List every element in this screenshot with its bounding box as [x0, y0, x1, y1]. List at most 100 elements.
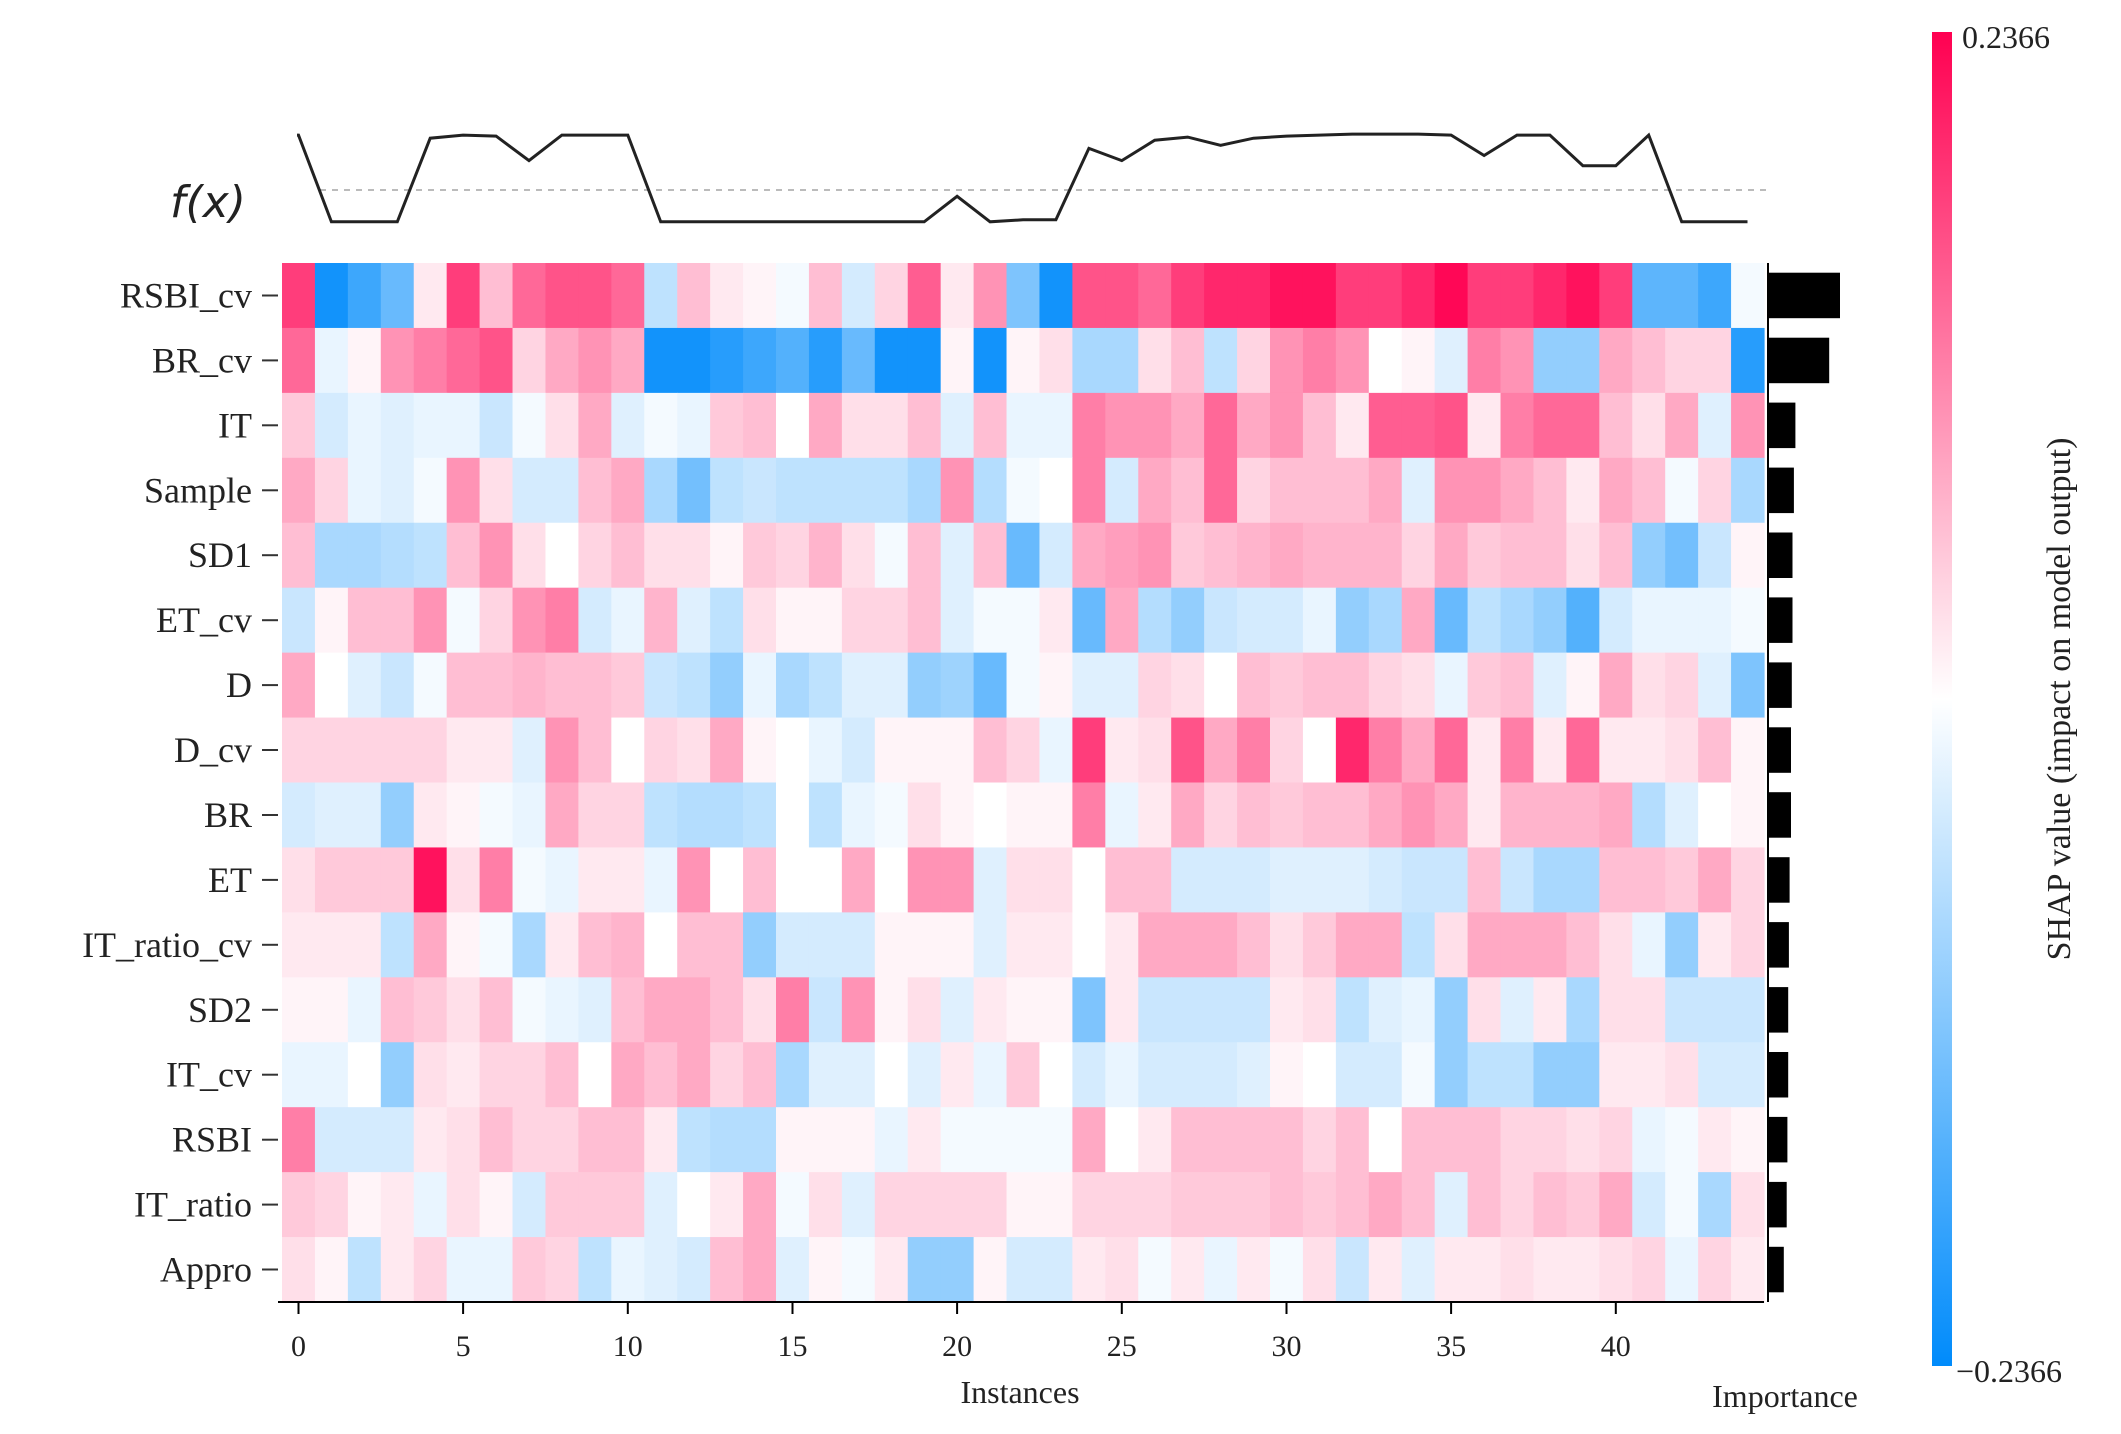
heatmap-cell — [1302, 263, 1337, 329]
heatmap-cell — [413, 1237, 448, 1303]
heatmap-cell — [282, 1107, 316, 1173]
heatmap-cell — [1632, 1172, 1666, 1238]
heatmap-cell — [1039, 1237, 1073, 1303]
heatmap-cell — [940, 522, 975, 589]
heatmap-cell — [347, 652, 382, 719]
heatmap-cell — [578, 1107, 612, 1173]
importance-bar — [1768, 662, 1792, 708]
heatmap-cell — [1302, 392, 1337, 459]
x-tick-label: 40 — [1601, 1330, 1631, 1363]
heatmap-cell — [1302, 1107, 1337, 1173]
heatmap-cell — [282, 847, 316, 913]
heatmap-cell — [1335, 1107, 1370, 1173]
feature-label: IT — [218, 405, 252, 445]
heatmap-cell — [611, 1042, 645, 1108]
heatmap-cell — [1368, 327, 1403, 394]
heatmap-cell — [776, 327, 810, 394]
heatmap-cell — [874, 522, 909, 589]
importance-bar — [1768, 597, 1793, 643]
heatmap-cell — [743, 652, 777, 719]
heatmap-cell — [1500, 1172, 1535, 1238]
heatmap-cell — [413, 977, 448, 1043]
heatmap-cell — [1072, 847, 1106, 913]
heatmap-cell — [973, 717, 1008, 784]
heatmap-cell — [1434, 392, 1469, 459]
heatmap-cell — [776, 263, 810, 329]
heatmap-cell — [1401, 912, 1436, 978]
heatmap-cell — [677, 977, 711, 1043]
heatmap-cell — [1335, 392, 1370, 459]
heatmap-cell — [1335, 1042, 1370, 1108]
heatmap-cell — [1698, 652, 1732, 719]
heatmap-cell — [743, 587, 777, 654]
heatmap-cell — [710, 263, 744, 329]
heatmap-cell — [578, 263, 612, 329]
heatmap-cell — [1171, 1107, 1205, 1173]
heatmap-cell — [1204, 392, 1238, 459]
heatmap-cell — [1138, 587, 1172, 654]
heatmap-cell — [578, 782, 612, 849]
heatmap-cell — [1434, 522, 1469, 589]
heatmap-cell — [413, 587, 448, 654]
heatmap-cell — [1302, 1042, 1337, 1108]
heatmap-cell — [644, 263, 678, 329]
heatmap-cell — [1401, 1107, 1436, 1173]
heatmap-cell — [479, 327, 514, 394]
heatmap-cell — [347, 717, 382, 784]
heatmap-cell — [1632, 1042, 1666, 1108]
heatmap-cell — [1204, 717, 1238, 784]
heatmap-cell — [874, 847, 909, 913]
heatmap-cell — [314, 263, 349, 329]
heatmap-cell — [1599, 263, 1633, 329]
heatmap-cell — [314, 1107, 349, 1173]
heatmap-cell — [1072, 717, 1106, 784]
heatmap-cell — [314, 1237, 349, 1303]
heatmap-cell — [1105, 392, 1139, 459]
heatmap-cell — [874, 392, 909, 459]
heatmap-cell — [1698, 717, 1732, 784]
heatmap-cell — [1401, 782, 1436, 849]
heatmap-cell — [1665, 652, 1699, 719]
heatmap-cell — [479, 717, 514, 784]
heatmap-cell — [808, 847, 843, 913]
heatmap-cell — [1533, 1107, 1567, 1173]
heatmap-cell — [907, 263, 942, 329]
heatmap-cell — [1171, 1172, 1205, 1238]
heatmap-cell — [1237, 717, 1271, 784]
heatmap-cell — [380, 1042, 415, 1108]
heatmap-cell — [776, 392, 810, 459]
heatmap-cell — [907, 717, 942, 784]
heatmap-cell — [1731, 1042, 1765, 1108]
heatmap-cell — [1237, 1237, 1271, 1303]
heatmap-cell — [347, 1237, 382, 1303]
heatmap-cell — [1632, 1107, 1666, 1173]
heatmap-cell — [282, 327, 316, 394]
heatmap-cell — [1335, 457, 1370, 524]
heatmap-cell — [1171, 327, 1205, 394]
heatmap-cell — [1006, 717, 1041, 784]
heatmap-cell — [1335, 717, 1370, 784]
heatmap-cell — [808, 587, 843, 654]
heatmap-cell — [1500, 457, 1535, 524]
heatmap-cell — [1533, 587, 1567, 654]
heatmap-cell — [973, 1172, 1008, 1238]
heatmap-cell — [1204, 327, 1238, 394]
heatmap-cell — [841, 717, 876, 784]
heatmap-cell — [512, 327, 547, 394]
heatmap-cell — [1072, 1042, 1106, 1108]
heatmap-cell — [874, 782, 909, 849]
heatmap-cell — [743, 392, 777, 459]
x-tick-label: 15 — [778, 1330, 808, 1363]
heatmap-cell — [1434, 327, 1469, 394]
heatmap-cell — [1105, 912, 1139, 978]
heatmap-cell — [1599, 1237, 1633, 1303]
heatmap-cell — [1368, 1172, 1403, 1238]
heatmap-cell — [1632, 717, 1666, 784]
heatmap-cell — [677, 782, 711, 849]
colorbar-max-label: 0.2366 — [1962, 19, 2050, 55]
heatmap-cell — [282, 1237, 316, 1303]
heatmap-cell — [1138, 1042, 1172, 1108]
heatmap-cell — [545, 263, 579, 329]
heatmap-cell — [446, 1172, 481, 1238]
heatmap-cell — [446, 457, 481, 524]
